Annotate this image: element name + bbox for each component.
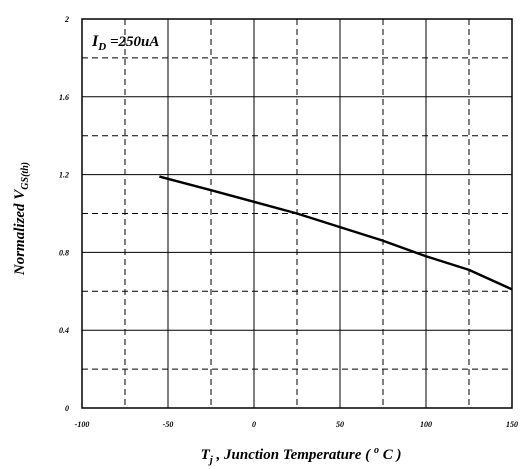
x-tick-label: 50 xyxy=(336,420,344,429)
x-axis-title: Tj , Junction Temperature ( o C ) xyxy=(201,445,402,466)
x-tick-label: 150 xyxy=(506,420,518,429)
x-axis-title-main: T xyxy=(201,447,211,463)
y-tick-label: 0.4 xyxy=(59,326,69,335)
y-tick-label: 0 xyxy=(65,404,69,413)
annotation-sub: D xyxy=(97,41,106,53)
x-tick-label: 100 xyxy=(420,420,432,429)
x-tick-label: -100 xyxy=(75,420,90,429)
y-tick-label: 1.2 xyxy=(59,171,69,180)
y-tick-label: 0.8 xyxy=(59,248,69,257)
y-tick-label: 1.6 xyxy=(59,93,69,102)
y-axis-title: Normalized VGS(th) xyxy=(12,162,31,276)
series-layer xyxy=(159,175,513,291)
annotation-main: I xyxy=(91,33,99,50)
x-tick-label: -50 xyxy=(163,420,174,429)
series-line xyxy=(159,175,513,291)
grid xyxy=(82,19,512,408)
annotation-label: ID =250uA xyxy=(91,33,159,53)
x-axis-title-sup: o xyxy=(374,445,379,456)
x-axis-title-sub: j xyxy=(208,454,214,466)
y-axis-title-main: Normalized V xyxy=(12,188,28,276)
x-tick-label: 0 xyxy=(252,420,256,429)
y-tick-label: 2 xyxy=(64,15,69,24)
x-axis-title-unit: C ) xyxy=(379,447,402,463)
y-axis-title-sub: GS(th) xyxy=(20,162,31,190)
plot-frame xyxy=(81,18,513,409)
x-axis-title-rest: , Junction Temperature ( xyxy=(213,447,374,463)
annotation-rest: =250uA xyxy=(106,34,159,50)
tick-labels: -100 -50 0 50 100 150 0 0.4 0.8 1.2 1.6 2 xyxy=(59,15,518,429)
